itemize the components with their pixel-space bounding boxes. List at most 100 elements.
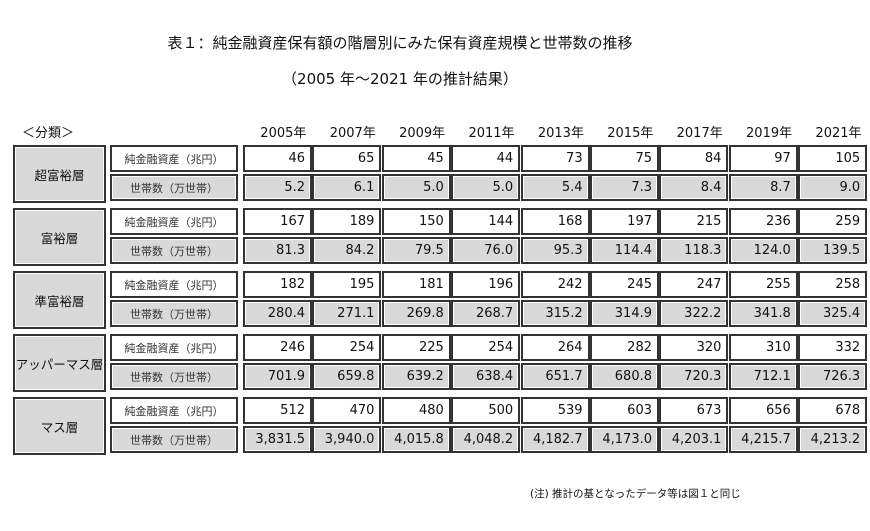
table-cell: 314.9 <box>590 300 659 327</box>
table-cell: 701.9 <box>243 363 312 390</box>
table-cell: 150 <box>381 208 451 235</box>
table-cell: 264 <box>520 334 590 361</box>
table-cell: 5.0 <box>381 174 451 201</box>
table-cell: 242 <box>520 271 590 298</box>
table-cell: 512 <box>243 397 312 424</box>
table-cell: 76.0 <box>451 237 521 264</box>
table-cell: 341.8 <box>728 300 798 327</box>
table-cell: 254 <box>451 334 521 361</box>
table-cell: 3,831.5 <box>243 426 312 453</box>
table-cell: 97 <box>728 145 798 172</box>
metric-label: 純金融資産（兆円） <box>110 208 238 235</box>
metric-label: 世帯数（万世帯） <box>110 426 238 453</box>
table-cell: 73 <box>520 145 590 172</box>
table-cell: 5.2 <box>243 174 312 201</box>
table-cell: 310 <box>728 334 798 361</box>
table-cell: 197 <box>590 208 659 235</box>
metric-label: 純金融資産（兆円） <box>110 271 238 298</box>
table-cell: 325.4 <box>798 300 868 327</box>
metric-label: 純金融資産（兆円） <box>110 334 238 361</box>
table-cell: 139.5 <box>798 237 868 264</box>
table-cell: 225 <box>381 334 451 361</box>
table-cell: 254 <box>312 334 382 361</box>
category-label: マス層 <box>13 397 106 455</box>
table-cell: 5.4 <box>520 174 590 201</box>
table-cell: 167 <box>243 208 312 235</box>
metric-label: 世帯数（万世帯） <box>110 174 238 201</box>
table-cell: 182 <box>243 271 312 298</box>
table-cell: 4,213.2 <box>798 426 868 453</box>
table-cell: 46 <box>243 145 312 172</box>
table-cell: 603 <box>590 397 659 424</box>
table-cell: 4,015.8 <box>381 426 451 453</box>
table-group: 準富裕層 純金融資産（兆円） 182 195 181 196 242 245 247 255 258… <box>13 271 870 329</box>
table-cell: 246 <box>243 334 312 361</box>
table-cell: 196 <box>451 271 521 298</box>
year-header: 2005年 <box>260 126 307 141</box>
table-group: 超富裕層 純金融資産（兆円） 46 65 45 44 73 75 84 97 105 世帯数（万世帯）… <box>13 145 870 203</box>
table-cell: 255 <box>728 271 798 298</box>
table-cell: 5.0 <box>451 174 521 201</box>
metric-label: 世帯数（万世帯） <box>110 300 238 327</box>
table-cell: 720.3 <box>659 363 729 390</box>
metric-label: 世帯数（万世帯） <box>110 237 238 264</box>
table-group: 富裕層 純金融資産（兆円） 167 189 150 144 168 197 215 236 259 世… <box>13 208 870 266</box>
table-cell: 656 <box>728 397 798 424</box>
table-cell: 65 <box>312 145 382 172</box>
table-group: マス層 純金融資産（兆円） 512 470 480 500 539 603 673 656 678 世… <box>13 397 870 455</box>
table-cell: 168 <box>520 208 590 235</box>
table-cell: 124.0 <box>728 237 798 264</box>
table-cell: 320 <box>659 334 729 361</box>
metric-label: 純金融資産（兆円） <box>110 145 238 172</box>
table-cell: 75 <box>590 145 659 172</box>
table-cell: 4,203.1 <box>659 426 729 453</box>
table-cell: 4,215.7 <box>728 426 798 453</box>
year-header: 2013年 <box>537 126 584 141</box>
table-cell: 8.4 <box>659 174 729 201</box>
category-label: アッパーマス層 <box>13 334 106 392</box>
table-cell: 332 <box>798 334 868 361</box>
table-cell: 105 <box>798 145 868 172</box>
table-cell: 500 <box>451 397 521 424</box>
table-cell: 480 <box>381 397 451 424</box>
table-cell: 4,173.0 <box>590 426 659 453</box>
table-cell: 195 <box>312 271 382 298</box>
year-header: 2021年 <box>815 126 862 141</box>
table-cell: 144 <box>451 208 521 235</box>
table-cell: 247 <box>659 271 729 298</box>
table-cell: 639.2 <box>381 363 451 390</box>
table-cell: 44 <box>451 145 521 172</box>
category-label: 超富裕層 <box>13 145 106 203</box>
table-cell: 79.5 <box>381 237 451 264</box>
table-cell: 258 <box>798 271 868 298</box>
table-cell: 678 <box>798 397 868 424</box>
footnote: (注) 推計の基となったデータ等は図１と同じ <box>530 488 741 500</box>
table-cell: 215 <box>659 208 729 235</box>
table-cell: 189 <box>312 208 382 235</box>
table-cell: 726.3 <box>798 363 868 390</box>
table-cell: 651.7 <box>520 363 590 390</box>
table-cell: 259 <box>798 208 868 235</box>
table-group: アッパーマス層 純金融資産（兆円） 246 254 225 254 264 282 320 310… <box>13 334 870 392</box>
table-cell: 280.4 <box>243 300 312 327</box>
table-cell: 245 <box>590 271 659 298</box>
year-header: 2007年 <box>329 126 376 141</box>
table-cell: 118.3 <box>659 237 729 264</box>
metric-label: 純金融資産（兆円） <box>110 397 238 424</box>
table-cell: 470 <box>312 397 382 424</box>
table-cell: 271.1 <box>312 300 382 327</box>
classification-label: ＜分類＞ <box>22 126 75 141</box>
year-header: 2019年 <box>746 126 793 141</box>
table-title: 表１：純金融資産保有額の階層別にみた保有資産規模と世帯数の推移 <box>167 34 633 52</box>
table-cell: 673 <box>659 397 729 424</box>
table-cell: 45 <box>381 145 451 172</box>
table-cell: 638.4 <box>451 363 521 390</box>
year-header: 2015年 <box>607 126 654 141</box>
table-cell: 84 <box>659 145 729 172</box>
year-header: 2011年 <box>468 126 515 141</box>
table-cell: 322.2 <box>659 300 729 327</box>
category-label: 富裕層 <box>13 208 106 266</box>
year-header: 2009年 <box>399 126 446 141</box>
metric-label: 世帯数（万世帯） <box>110 363 238 390</box>
table-cell: 114.4 <box>590 237 659 264</box>
